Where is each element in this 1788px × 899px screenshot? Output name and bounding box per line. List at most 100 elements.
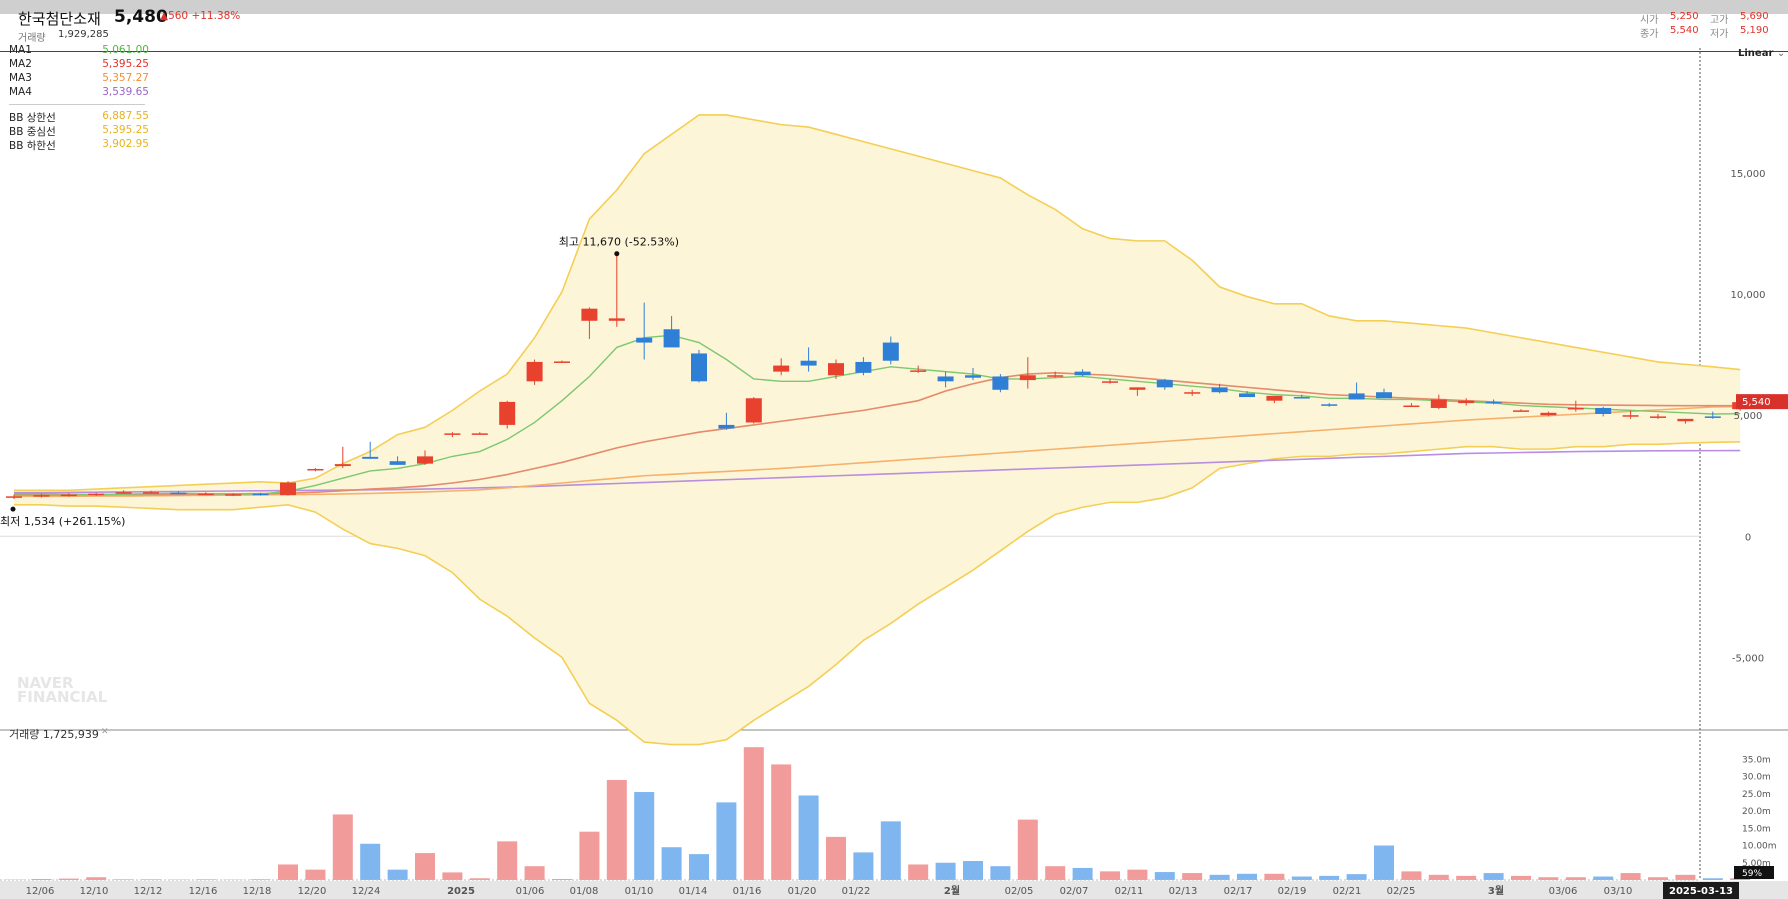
bollinger-band-fill [14, 114, 1741, 745]
volume-bar [826, 836, 846, 880]
candle-body [115, 492, 132, 494]
x-axis-bar [0, 881, 1788, 899]
volume-tick-label: 15.0m [1742, 824, 1771, 834]
candle [60, 493, 77, 497]
candle [1540, 411, 1557, 417]
candle [417, 450, 433, 465]
candle [143, 490, 159, 494]
candle-body [499, 401, 516, 425]
volume-bar [579, 831, 600, 880]
candle-body [362, 456, 379, 459]
candle-body [1430, 399, 1447, 408]
volume-bar [1374, 845, 1394, 880]
candle-body [1074, 371, 1091, 376]
candle [1376, 388, 1392, 399]
price-tag-label: 5,540 [1742, 397, 1771, 408]
candle-body [60, 494, 77, 497]
volume-bar [1730, 878, 1751, 880]
price-tick-label: -5,000 [1732, 653, 1764, 664]
volume-tick-label: 10.00m [1742, 842, 1777, 852]
x-tick-label: 02/17 [1224, 886, 1253, 897]
legend-ma1: MA1 5,061.00 [9, 44, 149, 56]
candle-body [718, 424, 735, 429]
legend-ma3: MA3 5,357.27 [9, 72, 149, 84]
ma1-line [13, 334, 1741, 497]
candle [1184, 389, 1201, 396]
candle [855, 357, 872, 376]
candle-body [855, 361, 872, 373]
volume-bar [1456, 875, 1477, 880]
candle [170, 491, 187, 495]
x-tick-label: 12/06 [26, 886, 55, 897]
volume-bar [880, 821, 901, 880]
volume-tick-label: 5.00m [1742, 859, 1771, 869]
scale-toggle-button[interactable]: Linear ⌄ [1738, 48, 1786, 59]
legend-ma4: MA4 3,539.65 [9, 86, 149, 98]
candle-body [1266, 395, 1283, 401]
volume-bar [524, 866, 545, 880]
candle-body [252, 493, 269, 496]
volume-bar [1565, 877, 1586, 880]
candle [1622, 410, 1639, 419]
x-tick-label: 01/10 [625, 886, 654, 897]
volume-bar [387, 869, 408, 880]
indicator-legend: MA1 5,061.00 MA2 5,395.25 MA3 5,357.27 MA4 3… [9, 44, 149, 152]
volume-bar [990, 866, 1011, 880]
candle-body [1156, 380, 1173, 388]
candle-body [965, 375, 981, 378]
volume-bar [1648, 877, 1668, 880]
volume-bar [86, 877, 107, 880]
volume-bar [1264, 873, 1285, 880]
candle [581, 307, 598, 339]
close-icon[interactable]: ✕ [101, 727, 109, 737]
low-value: 5,190 [1740, 25, 1769, 36]
candle [1102, 378, 1118, 384]
price-tick-label: 15,000 [1731, 169, 1766, 180]
candle-body [1239, 393, 1255, 398]
volume-bar [442, 872, 463, 880]
volume-bar [853, 852, 874, 880]
candle-body [1540, 412, 1557, 416]
volume-bar [1428, 874, 1449, 880]
volume-bar [716, 802, 737, 880]
candle [745, 397, 762, 424]
candle [6, 494, 22, 500]
volume-bar [935, 862, 956, 880]
x-tick-label: 02/07 [1060, 886, 1089, 897]
candle-body [197, 493, 214, 496]
candle-body [1019, 375, 1036, 381]
x-tick-label: 12/24 [352, 886, 381, 897]
volume-panel-title: 거래량 1,725,939 [9, 728, 99, 741]
candle-body [608, 318, 625, 321]
candle [1047, 371, 1064, 378]
volume-bar [661, 847, 682, 880]
candle-body [937, 376, 954, 382]
legend-bb-upper: BB 상한선 6,887.55 [9, 110, 149, 124]
volume-bar [1045, 866, 1066, 880]
close-label: 종가 [1640, 29, 1659, 40]
candle [33, 493, 50, 498]
price-tag [1736, 394, 1788, 410]
candle [225, 493, 242, 497]
candle-body [1293, 397, 1310, 399]
volume-bar [1483, 873, 1504, 880]
high-marker [614, 251, 620, 257]
candle-body [1129, 387, 1146, 390]
x-tick-label: 01/14 [679, 886, 708, 897]
candle-body [745, 398, 762, 423]
candle [937, 371, 954, 388]
candle-body [1047, 375, 1064, 377]
candle [526, 359, 543, 385]
volume-bar [58, 878, 79, 880]
candle [1293, 394, 1310, 399]
volume-bar [113, 879, 134, 880]
volume-bar [1511, 875, 1531, 880]
bb-lower-line [14, 440, 1741, 746]
candle [1156, 378, 1173, 390]
candle-body [1704, 416, 1721, 418]
volume-bar [1675, 874, 1696, 880]
candle [1403, 403, 1420, 408]
volume-bar [963, 861, 983, 880]
candle-body [417, 456, 433, 464]
